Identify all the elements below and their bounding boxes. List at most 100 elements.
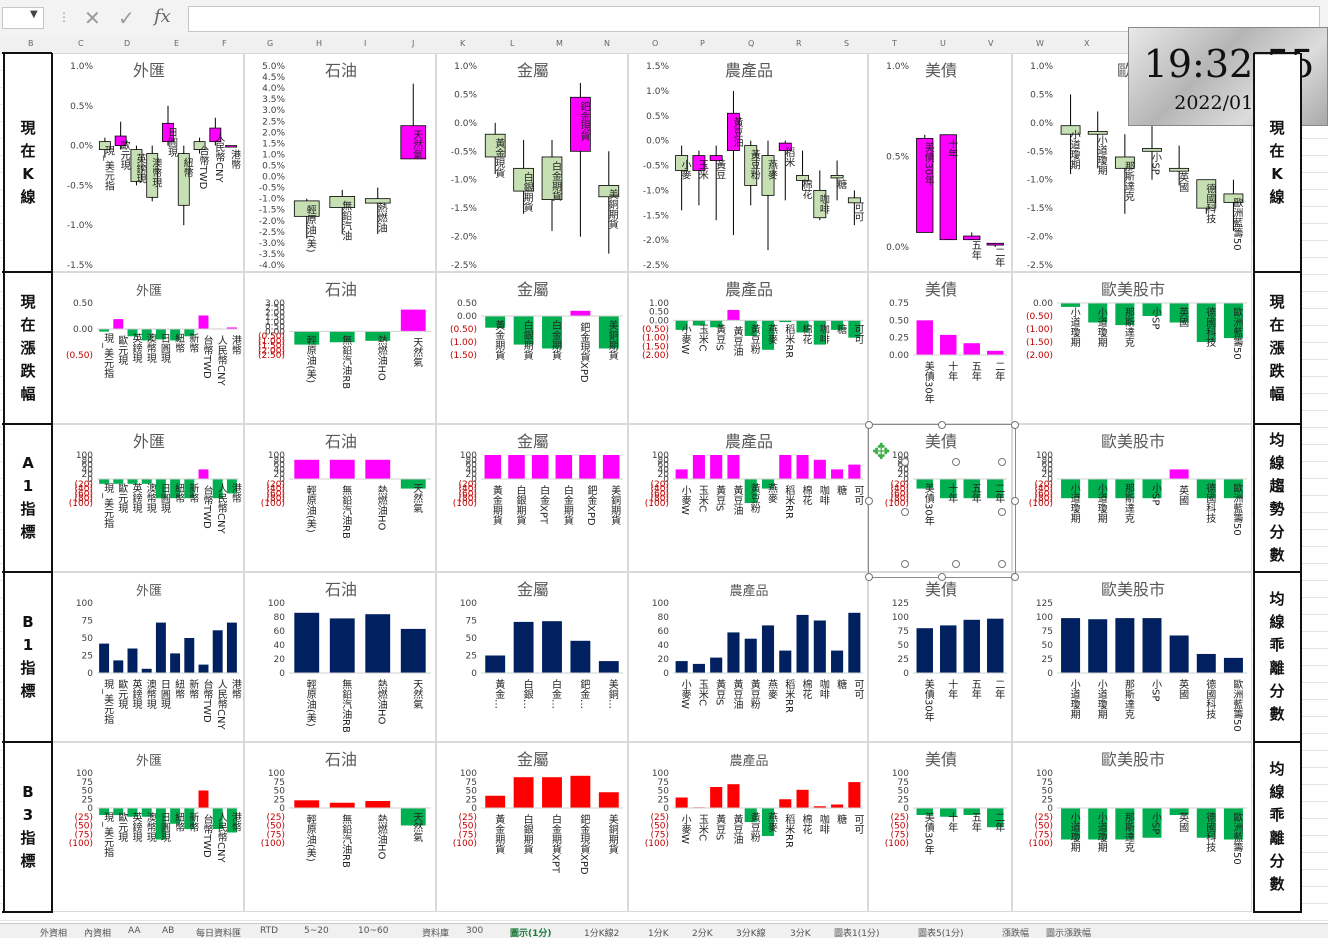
resize-handle[interactable] — [901, 560, 909, 568]
chart-panel[interactable]: 農產品 100 80 60 40 20 0 小麥W 玉米C 黃豆S 黃豆油 黃豆粉 燕麥 稻米RR 棉花 咖啡… — [628, 572, 868, 742]
resize-handle[interactable] — [952, 560, 960, 568]
chart-panel[interactable]: 農產品 1.00 0.50 0.00 (0.50) (1.00) (1.50) (2.00) 小… — [628, 272, 868, 424]
column-header-I[interactable]: I — [364, 39, 367, 48]
chart-panel[interactable]: 石油 3.00 2.50 2.00 1.50 1.00 0.50 0.00 (0.50) (1.0… — [244, 272, 436, 424]
category-label: 五年 — [969, 679, 981, 700]
chart-panel[interactable]: 金屬 100 75 50 25 0 (25) (50) (75) (100) 黃金期貨 白銀期貨 白金期… — [436, 742, 628, 912]
column-header-T[interactable]: T — [892, 39, 897, 48]
column-header-K[interactable]: K — [460, 39, 466, 48]
resize-handle[interactable] — [865, 421, 873, 429]
move-icon[interactable]: ✥ — [872, 440, 891, 465]
chart-panel[interactable]: 金屬 100 80 60 40 20 0 (20) (40) (60) (80) (100) 黃金期貨白… — [436, 424, 628, 572]
sheet-tab[interactable]: 每日資料匯 — [196, 929, 242, 938]
sheet-tab[interactable]: 1分K — [648, 929, 669, 938]
name-box-dropdown-icon[interactable]: ▼ — [30, 9, 38, 20]
column-header-R[interactable]: R — [796, 39, 802, 48]
sheet-tab[interactable]: 5~20 — [304, 926, 329, 936]
column-header-X[interactable]: X — [1084, 39, 1090, 48]
sheet-tab[interactable]: 漲跌幅 — [1002, 929, 1030, 938]
name-box[interactable] — [2, 7, 44, 29]
resize-handle[interactable] — [865, 497, 873, 505]
sheet-tab[interactable]: 300 — [466, 926, 484, 936]
column-header-H[interactable]: H — [316, 39, 323, 48]
chart-panel[interactable]: 外匯 0.50 0.00 (0.50) 現_美元指 歐元現 英鎊現 澳幣現 日圓現 紐幣 新幣 台幣T… — [52, 272, 244, 424]
chart-panel[interactable]: 歐美股市 125 100 75 50 25 0 小道瓊期 小道瓊期 那斯達克 小SP 英國 德國科技 歐洲… — [1012, 572, 1252, 742]
chart-panel[interactable]: 美債 125 100 75 50 25 0 美債30年 十年 五年 二年 — [868, 572, 1012, 742]
chart-panel[interactable]: 美債100806040200(20)(40)(60)(80)(100)美債30年… — [868, 424, 1012, 572]
chart-panel[interactable]: 美債 0.75 0.50 0.25 0.00 美債30年 十年 五年 二年 — [868, 272, 1012, 424]
chart-title: 金屬 — [517, 61, 549, 80]
column-header-F[interactable]: F — [222, 39, 227, 48]
column-header-Q[interactable]: Q — [748, 39, 755, 48]
more-icon[interactable]: ⋮ — [58, 10, 70, 24]
resize-handle[interactable] — [1011, 573, 1019, 581]
column-header-E[interactable]: E — [174, 39, 180, 48]
category-label: 澳幣現 — [150, 156, 162, 188]
sheet-tab[interactable]: 圖示漲跌幅 — [1046, 929, 1092, 938]
column-header-G[interactable]: G — [267, 39, 274, 48]
resize-handle[interactable] — [938, 573, 946, 581]
resize-handle[interactable] — [901, 508, 909, 516]
chart-panel[interactable]: 金屬 1.0% 0.5% 0.0% -0.5% -1.0% -1.5% -2.0% -2.5% 黃… — [436, 53, 628, 272]
chart-panel[interactable]: 外匯 100 75 50 25 0 (25) (50) (75) (100) 現_美元指 歐元現 英鎊現… — [52, 742, 244, 912]
column-header-C[interactable]: C — [78, 39, 84, 48]
column-header-P[interactable]: P — [700, 39, 705, 48]
cancel-icon[interactable]: ✕ — [84, 6, 101, 30]
resize-handle[interactable] — [952, 458, 960, 466]
chart-panel[interactable]: 外匯 100 80 60 40 20 0 (20) (40) (60) (80) (100) 現_美元指… — [52, 424, 244, 572]
chart-panel[interactable]: 石油 5.0% 4.5% 4.0% 3.5% 3.0% 2.5% 2.0% 1.5% 1.0% 0.… — [244, 53, 436, 272]
sheet-tab[interactable]: 內資相 — [84, 929, 112, 938]
resize-handle[interactable] — [998, 508, 1006, 516]
column-header-S[interactable]: S — [844, 39, 850, 48]
column-header-O[interactable]: O — [652, 39, 659, 48]
resize-handle[interactable] — [998, 560, 1006, 568]
chart-panel[interactable]: 美債 1.0% 0.5% 0.0% 美債30年 十年 五年 二年 — [868, 53, 1012, 272]
resize-handle[interactable] — [938, 421, 946, 429]
column-header-D[interactable]: D — [124, 39, 131, 48]
sheet-tab[interactable]: AA — [128, 926, 141, 936]
sheet-tab[interactable]: 3分K — [790, 929, 811, 938]
resize-handle[interactable] — [1011, 421, 1019, 429]
column-header-U[interactable]: U — [940, 39, 946, 48]
sheet-tab[interactable]: 外資相 — [40, 929, 68, 938]
sheet-tab[interactable]: RTD — [260, 926, 279, 936]
sheet-tab[interactable]: 10~60 — [358, 926, 389, 936]
resize-handle[interactable] — [998, 458, 1006, 466]
function-icon[interactable]: fx — [154, 6, 171, 27]
sheet-tab[interactable]: 2分K — [692, 929, 713, 938]
confirm-icon[interactable]: ✓ — [118, 6, 135, 30]
chart-panel[interactable]: 石油 100 75 50 25 0 (25) (50) (75) (100) 輕原油(美) 無鉛汽油R… — [244, 742, 436, 912]
chart-panel[interactable]: 歐美股市 100 80 60 40 20 0 (20) (40) (60) (80) (100) 小道瓊… — [1012, 424, 1252, 572]
bar — [329, 618, 355, 673]
column-header-J[interactable]: J — [412, 39, 415, 48]
sheet-tab[interactable]: AB — [162, 926, 175, 936]
sheet-tab[interactable]: 資料庫 — [422, 929, 450, 938]
sheet-tab[interactable]: 3分K線 — [736, 929, 766, 938]
column-header-B[interactable]: B — [28, 39, 34, 48]
tick-label: (1.00) — [642, 334, 669, 344]
chart-panel[interactable]: 外匯 1.0% 0.5% 0.0% -0.5% -1.0% -1.5% 現_美元指 歐元現 英鎊現… — [52, 53, 244, 272]
chart-panel[interactable]: 金屬 100 75 50 25 0 黃金… 白銀… 白金… 鈀金… 美銅… — [436, 572, 628, 742]
chart-panel[interactable]: 外匯 100 75 50 25 0 現_美元指 歐元現 英鎊現 澳幣現 日圓現 紐幣 新幣 台幣TWD 人民… — [52, 572, 244, 742]
resize-handle[interactable] — [865, 573, 873, 581]
resize-handle[interactable] — [901, 458, 909, 466]
resize-handle[interactable] — [1011, 497, 1019, 505]
sheet-tab[interactable]: 圖表1(1分) — [834, 929, 880, 938]
sheet-tab[interactable]: 圖示(1分) — [510, 929, 552, 938]
column-header-L[interactable]: L — [510, 39, 515, 48]
sheet-tab[interactable]: 1分K線2 — [584, 929, 620, 938]
chart-panel[interactable]: 農產品 100 75 50 25 0 (25) (50) (75) (100) 小麥W 玉米C 黃豆S 黃… — [628, 742, 868, 912]
column-header-M[interactable]: M — [556, 39, 563, 48]
chart-panel[interactable]: 歐美股市 100 75 50 25 0 (25) (50) (75) (100) 小道瓊期 小道瓊期 那… — [1012, 742, 1252, 912]
chart-panel[interactable]: 歐美股市 0.00 (0.50) (1.00) (1.50) (2.00) 小道瓊期 小道瓊期… — [1012, 272, 1252, 424]
chart-panel[interactable]: 美債 100 75 50 25 0 (25) (50) (75) (100) 美債30年 十年 五年 二年 — [868, 742, 1012, 912]
column-header-W[interactable]: W — [1036, 39, 1044, 48]
chart-panel[interactable]: 石油 100 80 60 40 20 0 (20) (40) (60) (80) (100) 輕原油(美… — [244, 424, 436, 572]
chart-panel[interactable]: 金屬 0.50 0.00 (0.50) (1.00) (1.50) 黃金期貨 白銀期貨 白金期貨… — [436, 272, 628, 424]
sheet-tab[interactable]: 圖表5(1分) — [918, 929, 964, 938]
chart-panel[interactable]: 農產品 1.5% 1.0% 0.5% 0.0% -0.5% -1.0% -1.5% -2.0% -… — [628, 53, 868, 272]
chart-panel[interactable]: 石油 100 80 60 40 20 0 輕原油(美) 無鉛汽油RB 熱燃油HO 天然氣 — [244, 572, 436, 742]
chart-panel[interactable]: 農產品 100 80 60 40 20 0 (20) (40) (60) (80) (100) 小麥W 玉… — [628, 424, 868, 572]
column-header-N[interactable]: N — [604, 39, 610, 48]
column-header-V[interactable]: V — [988, 39, 994, 48]
